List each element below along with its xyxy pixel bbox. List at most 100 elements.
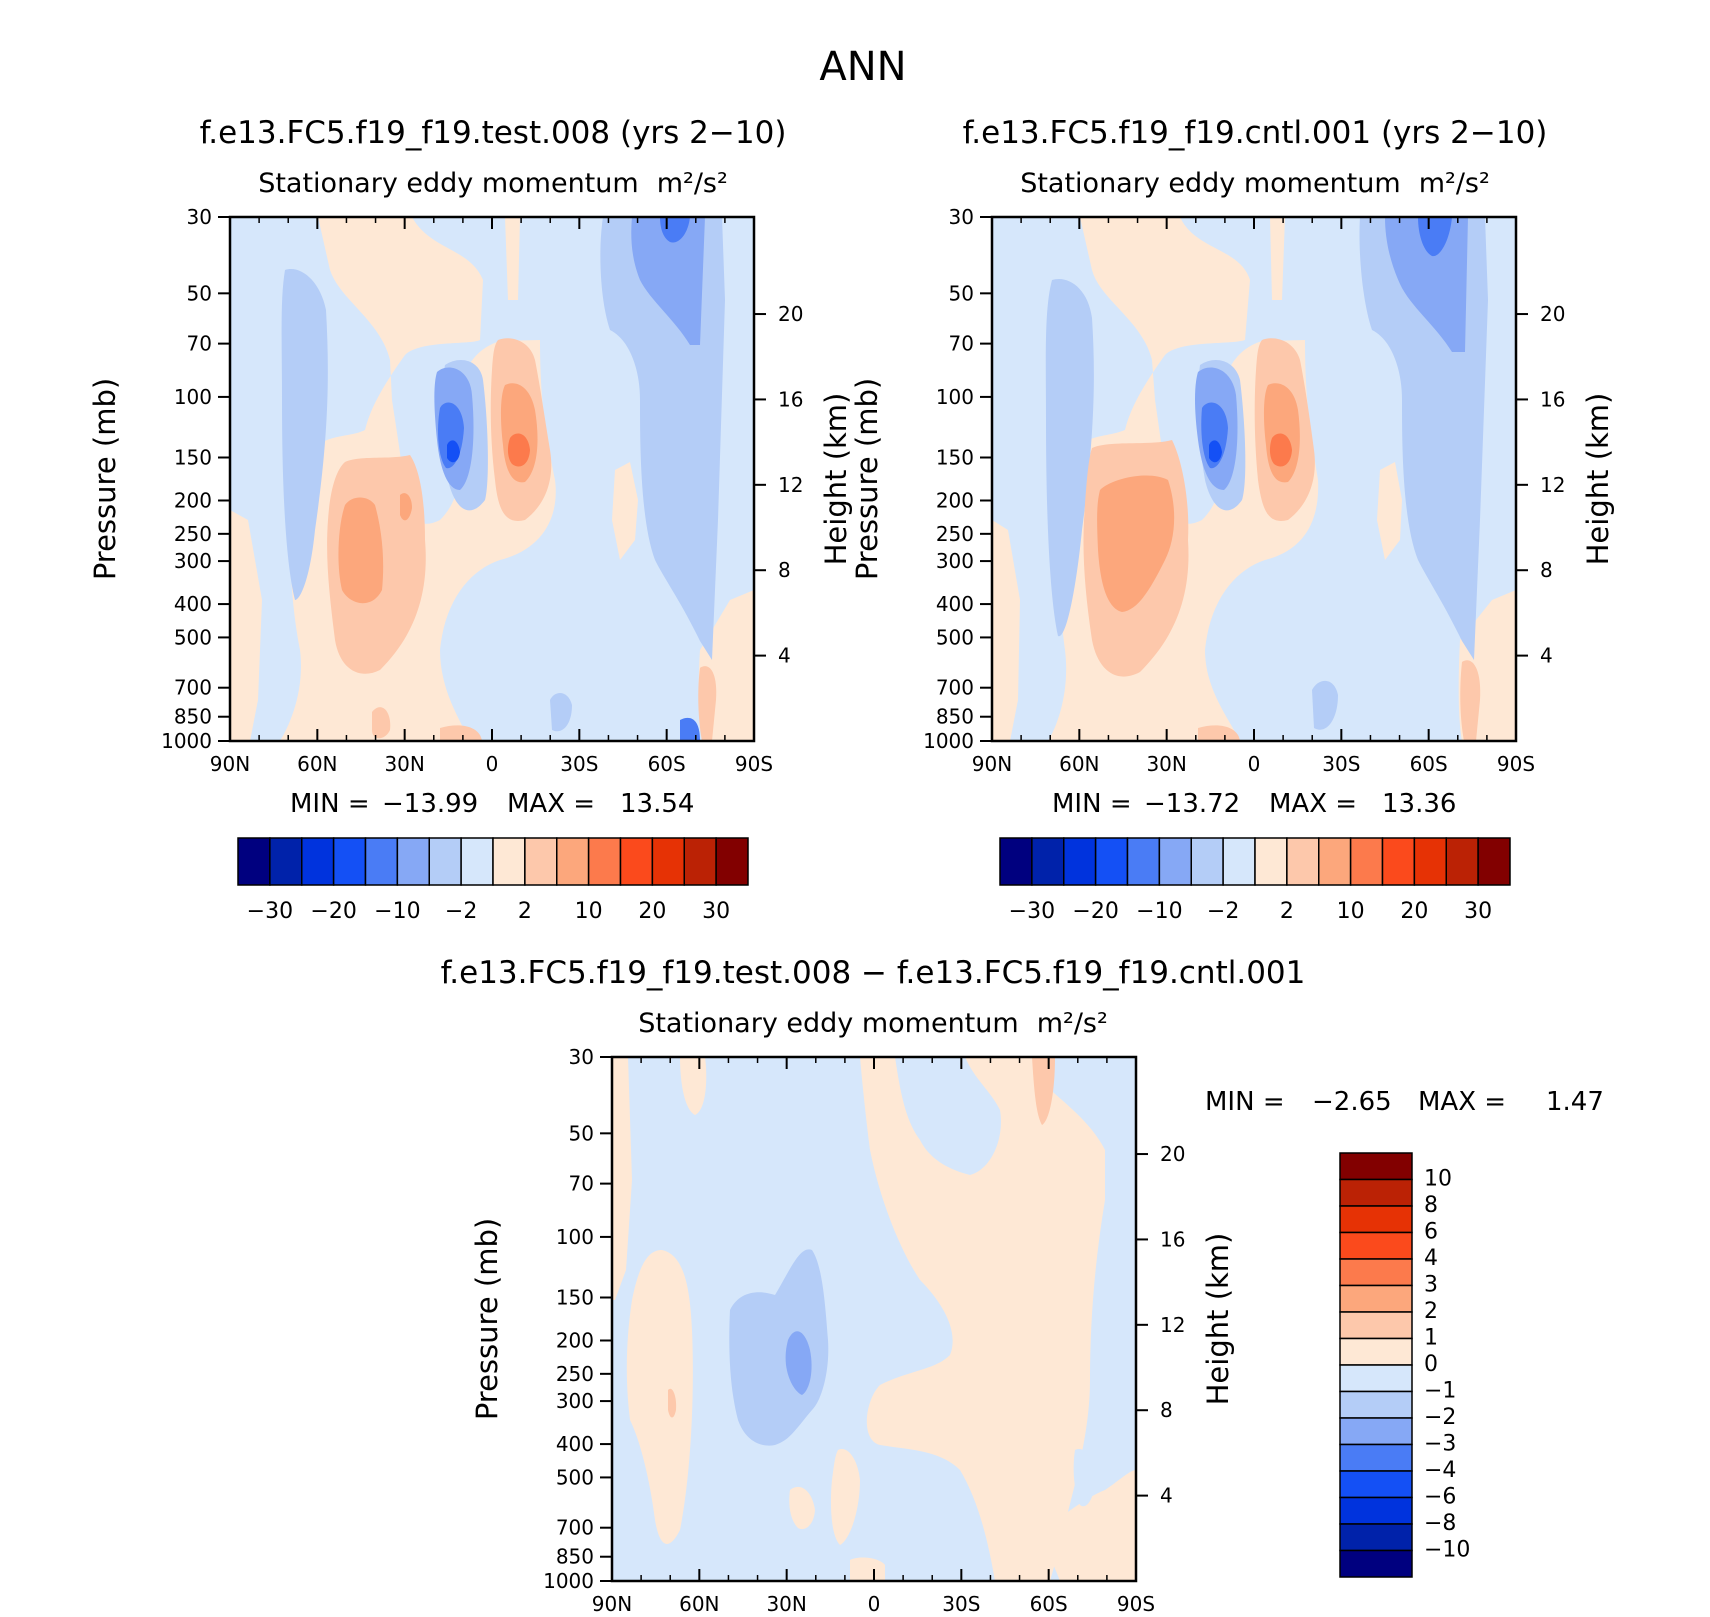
colorbar-swatch — [1349, 837, 1384, 886]
y-right-tick-label: 20 — [1160, 1142, 1185, 1166]
colorbar-swatch — [1031, 837, 1065, 886]
colorbar-swatch — [1339, 1390, 1413, 1419]
panel-title: f.e13.FC5.f19_f19.test.008 − f.e13.FC5.f… — [441, 955, 1306, 991]
panel-difference: f.e13.FC5.f19_f19.test.008 − f.e13.FC5.f… — [441, 955, 1306, 1616]
min-value: −2.65 — [1312, 1087, 1392, 1117]
y-right-tick-label: 16 — [1540, 387, 1565, 411]
colorbar-swatch — [1339, 1417, 1413, 1446]
y-right-tick-label: 8 — [1540, 558, 1553, 582]
y-tick-label: 1000 — [161, 729, 212, 753]
colorbar-tick-label: 20 — [1400, 899, 1428, 924]
colorbar-swatch — [1339, 1205, 1413, 1234]
contour-region — [612, 462, 638, 560]
units-text: m²/s² — [657, 168, 728, 199]
colorbar-swatch — [1445, 837, 1479, 886]
contour-region — [1097, 475, 1175, 612]
contour-region — [1040, 1470, 1136, 1581]
contour-region — [785, 1331, 812, 1395]
contour-region — [830, 1449, 860, 1545]
y-tick-label: 250 — [174, 522, 212, 546]
x-tick-label: 90N — [210, 752, 250, 776]
x-axis: 90N 60N 30N 0 30S 60S 90S 30 50 70 100 150 200 250 300… — [850, 205, 1615, 776]
colorbar-tick-label: 10 — [575, 899, 603, 924]
contour-region — [447, 440, 460, 463]
panel-control: f.e13.FC5.f19_f19.cntl.001 (yrs 2−10) St… — [850, 115, 1615, 776]
colorbar-tick-label: 6 — [1424, 1220, 1438, 1245]
x-tick-label: 60S — [648, 752, 686, 776]
colorbar-tick-label: 2 — [518, 899, 532, 924]
colorbar-tick-label: 10 — [1337, 899, 1365, 924]
panel-subtitle: Stationary eddy momentum m²/s² — [1020, 168, 1490, 199]
min-label: MIN = — [1205, 1087, 1285, 1117]
contour-region — [1073, 1449, 1095, 1507]
colorbar-swatch — [1339, 1178, 1413, 1207]
colorbar-tick-label: −3 — [1424, 1432, 1456, 1457]
y-tick-label: 300 — [936, 549, 974, 573]
y-right-tick-label: 4 — [1540, 644, 1553, 668]
max-label: MAX = — [1269, 789, 1357, 819]
contour-fill — [612, 1057, 1136, 1581]
figure-title: ANN — [819, 44, 906, 90]
colorbar-swatch — [715, 837, 749, 886]
y-right-tick-label: 12 — [778, 473, 803, 497]
y-tick-label: 30 — [949, 205, 974, 229]
colorbar-swatch — [1286, 837, 1320, 886]
y-tick-label: 70 — [187, 332, 212, 356]
colorbar-tick-label: 3 — [1424, 1273, 1438, 1298]
contour-fill — [230, 217, 754, 741]
y-right-axis-label: Height (km) — [819, 393, 853, 566]
panel-title: f.e13.FC5.f19_f19.cntl.001 (yrs 2−10) — [963, 115, 1548, 151]
contour-region — [1418, 217, 1452, 257]
contour-region — [729, 1249, 829, 1446]
y-tick-label: 100 — [556, 1225, 594, 1249]
colorbar-swatch — [269, 837, 303, 886]
contour-region — [1312, 680, 1338, 730]
y-right-tick-label: 8 — [1160, 1398, 1173, 1422]
subtitle-text: Stationary eddy momentum — [258, 168, 639, 199]
y-tick-label: 30 — [187, 205, 212, 229]
y-axis-label: Pressure (mb) — [88, 378, 122, 580]
y-tick-label: 500 — [174, 625, 212, 649]
units-text: m²/s² — [1419, 168, 1490, 199]
colorbar-tick-label: 30 — [702, 899, 730, 924]
colorbar-swatch — [301, 837, 335, 886]
y-tick-label: 250 — [936, 522, 974, 546]
colorbar-swatch — [1339, 1152, 1413, 1181]
contour-region — [789, 1486, 815, 1530]
y-tick-label: 200 — [174, 488, 212, 512]
panel-subtitle: Stationary eddy momentum m²/s² — [638, 1008, 1108, 1039]
colorbar-swatch — [1094, 837, 1129, 886]
contour-region — [400, 493, 412, 521]
x-tick-label: 90N — [972, 752, 1012, 776]
colorbar-tick-label: −20 — [1072, 899, 1118, 924]
colorbar-tick-label: 20 — [638, 899, 666, 924]
colorbar-tick-label: −30 — [247, 899, 293, 924]
min-label: MIN = — [290, 789, 370, 819]
y-tick-label: 250 — [556, 1362, 594, 1386]
colorbar-swatch — [1063, 837, 1097, 886]
colorbar-tick-label: −2 — [1424, 1405, 1456, 1430]
contour-region — [372, 707, 391, 739]
min-label: MIN = — [1052, 789, 1132, 819]
colorbar-swatch — [1126, 837, 1161, 886]
contour-region — [338, 497, 384, 604]
y-tick-label: 200 — [936, 488, 974, 512]
y-right-tick-label: 20 — [778, 302, 803, 326]
contour-region — [1377, 462, 1402, 560]
colorbar-swatch — [1339, 1311, 1413, 1340]
y-tick-label: 700 — [556, 1516, 594, 1540]
contour-region — [505, 217, 520, 300]
y-tick-label: 200 — [556, 1328, 594, 1352]
contour-region — [507, 433, 530, 467]
colorbar-swatch — [683, 837, 717, 886]
x-tick-label: 0 — [486, 752, 499, 776]
colorbar-tick-label: −10 — [374, 899, 420, 924]
y-tick-label: 100 — [936, 385, 974, 409]
y-tick-label: 300 — [174, 549, 212, 573]
y-tick-label: 850 — [174, 705, 212, 729]
y-tick-label: 50 — [187, 281, 212, 305]
contour-region — [550, 693, 572, 732]
contour-region — [440, 725, 482, 741]
y-right-tick-label: 4 — [1160, 1484, 1173, 1508]
